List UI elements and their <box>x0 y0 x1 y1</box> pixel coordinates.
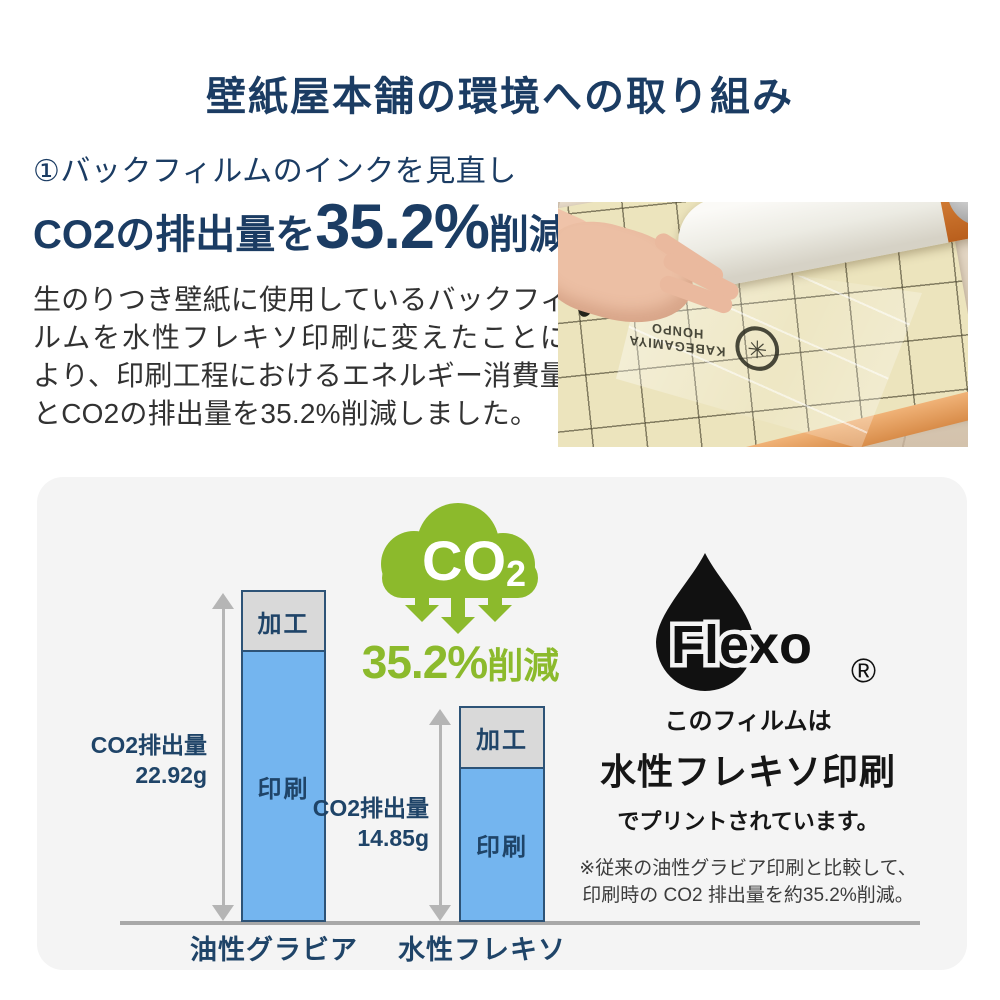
bar-segment-processing: 加工 <box>243 592 324 653</box>
total-value-text: 22.92g <box>135 762 207 788</box>
bar-segment-processing: 加工 <box>461 707 543 770</box>
reduction-callout: 35.2%削減 <box>333 635 588 689</box>
reduction-suffix: 削減 <box>487 645 560 686</box>
headline-value: 35.2% <box>315 192 490 262</box>
total-value-text: 14.85g <box>357 825 429 851</box>
product-photo: ✳ KABEGAMIYA HONPO <box>558 202 968 447</box>
arrow-line <box>221 609 225 905</box>
flexo-line2: 水性フレキソ印刷 <box>599 751 896 792</box>
segment-label: 印刷 <box>257 775 310 803</box>
co2-cloud-icon: CO2 <box>381 503 538 634</box>
flexo-line3: でプリントされています。 <box>617 809 879 834</box>
page-title: 壁紙屋本舗の環境への取り組み <box>206 75 794 119</box>
step-heading: ①バックフィルムのインクを見直し <box>33 155 517 188</box>
measure-arrow-left <box>212 593 234 921</box>
co2-headline: CO2の排出量を 35.2% 削減 <box>33 196 569 260</box>
category-label-oil-gravure: 油性グラビア <box>190 935 358 965</box>
arrow-down-icon <box>212 905 234 921</box>
bar-segment-printing: 印刷 <box>461 769 543 920</box>
arrow-up-icon <box>429 709 451 725</box>
comparison-panel: CO2排出量 22.92g 加工 印刷 油性グラビア CO2排出量 14.85g… <box>37 477 967 970</box>
brand-ring-icon: ✳ <box>735 323 780 374</box>
total-label-text: CO2排出量 <box>312 795 429 821</box>
chart-baseline <box>120 921 920 925</box>
flexo-note1: ※従来の油性グラビア印刷と比較して、 <box>579 858 917 879</box>
total-co2-left: CO2排出量 22.92g <box>47 730 207 790</box>
bar-oil-gravure: 加工 印刷 <box>241 590 326 922</box>
flexo-logo: Flexo ® <box>656 553 876 691</box>
flexo-note2: 印刷時の CO2 排出量を約35.2%削減。 <box>582 885 914 906</box>
ink-drop-icon <box>656 553 754 691</box>
svg-text:Flexo: Flexo <box>671 615 812 675</box>
svg-text:®: ® <box>851 652 876 690</box>
total-label-text: CO2排出量 <box>90 732 207 758</box>
segment-label: 加工 <box>476 726 528 754</box>
reduction-value: 35.2% <box>361 636 488 688</box>
category-label-water-flexo: 水性フレキソ <box>398 935 566 965</box>
headline-prefix: CO2の排出量を <box>33 213 316 257</box>
flexo-line1: このフィルムは <box>664 708 832 735</box>
segment-label: 印刷 <box>476 834 528 862</box>
intro-paragraph: 生のりつき壁紙に使用しているバックフィルムを水性フレキソ印刷に変えたことにより、… <box>33 284 568 429</box>
arrow-line <box>438 725 442 905</box>
arrow-down-icon <box>429 905 451 921</box>
flexo-description: このフィルムは 水性フレキソ印刷 でプリントされています。 ※従来の油性グラビア… <box>523 701 973 909</box>
film-brand-text: KABEGAMIYA HONPO <box>628 320 726 360</box>
headline-suffix: 削減 <box>488 213 569 257</box>
segment-label: 加工 <box>257 610 310 638</box>
measure-arrow-right <box>429 709 451 921</box>
arrow-up-icon <box>212 593 234 609</box>
total-co2-right: CO2排出量 14.85g <box>269 793 429 853</box>
bar-segment-printing: 印刷 <box>243 652 324 920</box>
bar-water-flexo: 加工 印刷 <box>459 705 545 922</box>
